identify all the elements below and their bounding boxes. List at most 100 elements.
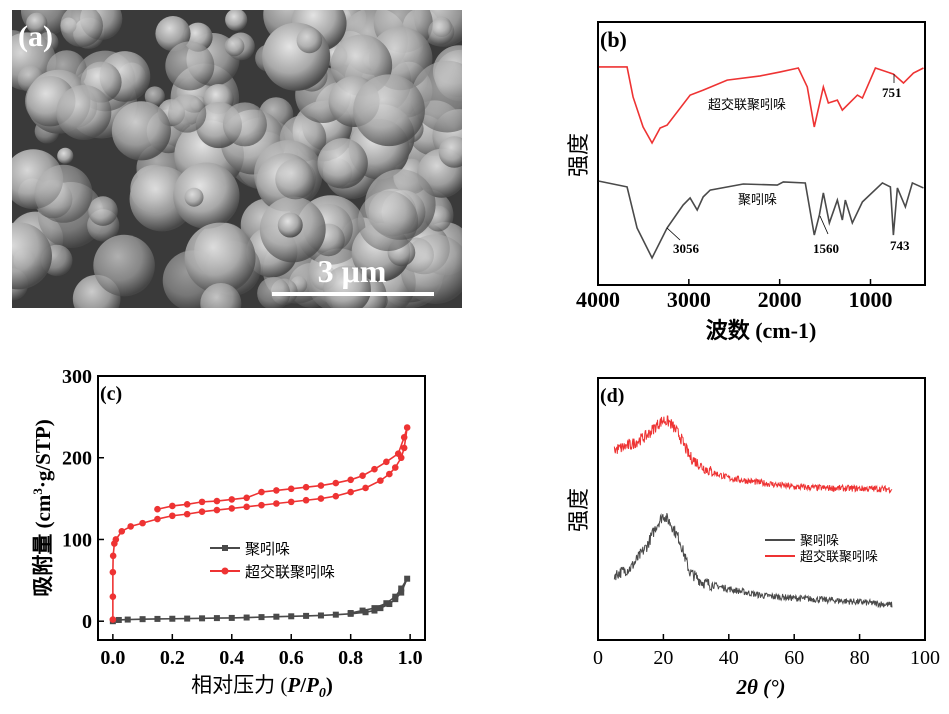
data-point-crosslinked: [258, 501, 265, 509]
data-point-crosslinked: [287, 498, 295, 506]
y-tick-label: 200: [62, 448, 92, 470]
sem-particle: [111, 101, 171, 161]
data-point-polyindole: [404, 575, 411, 582]
x-tick-label: 80: [850, 647, 870, 669]
data-point-polyindole: [347, 610, 354, 617]
data-point-crosslinked: [243, 494, 250, 502]
data-point-polyindole: [383, 600, 390, 607]
data-point-crosslinked: [273, 500, 280, 507]
legend-label-polyindole: 聚吲哚: [245, 541, 290, 558]
data-point-crosslinked: [139, 519, 146, 527]
panel-label-d: (d): [600, 385, 624, 407]
sem-particle: [56, 84, 112, 140]
data-point-polyindole: [398, 585, 405, 592]
data-point-crosslinked: [302, 483, 310, 491]
series-line-crosslinked: [112, 427, 408, 620]
x-tick-label: 0.2: [160, 647, 185, 669]
data-point-polyindole: [228, 614, 235, 621]
data-point-crosslinked: [112, 536, 120, 543]
sem-particle: [277, 212, 303, 238]
annotation-line-1560: [819, 215, 829, 235]
x-tick-label: 0.8: [338, 647, 363, 669]
x-tick-label: 3000: [667, 287, 711, 312]
data-point-crosslinked: [347, 476, 354, 484]
series-line-polyindole: [598, 180, 924, 260]
x-tick-label: 100: [910, 647, 940, 669]
data-point-polyindole: [377, 605, 384, 612]
x-tick-label: 40: [719, 647, 739, 669]
data-point-crosslinked: [403, 424, 411, 431]
data-point-crosslinked: [362, 484, 369, 492]
x-tick-label: 0.0: [100, 647, 125, 669]
legend-label-polyindole-d: 聚吲哚: [800, 533, 839, 548]
data-point-crosslinked: [332, 479, 340, 487]
sem-particle: [224, 36, 245, 57]
data-point-crosslinked: [332, 492, 340, 500]
data-point-polyindole: [139, 616, 146, 623]
sem-particle: [184, 187, 204, 207]
x-tick-label: 0.6: [279, 647, 304, 669]
sem-particle: [57, 147, 74, 164]
y-axis-label-c: 吸附量 (cm3·g/STP): [30, 419, 55, 596]
sem-particle: [173, 162, 240, 229]
data-point-polyindole: [332, 611, 339, 618]
data-point-crosslinked: [228, 505, 236, 512]
series-label-crosslinked: 超交联聚吲哚: [708, 97, 786, 112]
data-point-polyindole: [124, 616, 131, 623]
data-point-crosslinked: [213, 497, 221, 505]
series-line-polyindole: [613, 513, 893, 609]
data-point-crosslinked: [287, 485, 295, 493]
sem-particle: [400, 234, 462, 304]
data-point-crosslinked: [400, 444, 408, 452]
data-point-crosslinked: [169, 512, 176, 520]
legend-label-crosslinked-d: 超交联聚吲哚: [800, 549, 878, 564]
data-point-crosslinked: [258, 488, 265, 496]
annotation-3056: 3056: [673, 241, 700, 256]
series-line-crosslinked: [613, 415, 893, 495]
sem-particle: [12, 222, 52, 290]
legend-marker-polyindole: [222, 545, 228, 551]
sem-particle: [155, 16, 191, 52]
panel-label-a: (a): [18, 20, 53, 53]
data-point-polyindole: [213, 615, 220, 622]
sem-particle: [296, 27, 323, 54]
data-point-crosslinked: [213, 506, 221, 514]
data-point-crosslinked: [127, 523, 134, 530]
data-point-crosslinked: [109, 616, 117, 623]
sem-particle: [93, 234, 155, 297]
y-tick-label: 300: [62, 366, 92, 388]
sem-particle: [428, 18, 455, 45]
annotation-751: 751: [882, 85, 902, 100]
sem-particle: [34, 164, 93, 223]
isotherm-chart: (c) 0.0 0.2 0.4 0.6 0.8 1.0 0 100 200 300 聚吲哚 超交联…: [30, 366, 426, 701]
data-point-polyindole: [169, 615, 176, 622]
data-point-crosslinked: [118, 527, 126, 535]
x-tick-label: 2000: [758, 287, 802, 312]
x-tick-label: 1000: [849, 287, 893, 312]
data-point-crosslinked: [371, 465, 378, 473]
scale-bar-label: 3 μm: [318, 253, 387, 289]
data-point-crosslinked: [391, 464, 399, 471]
sem-particle: [184, 222, 256, 294]
sem-particle: [88, 196, 118, 226]
panel-label-c: (c): [100, 383, 122, 405]
data-point-crosslinked: [109, 593, 117, 600]
data-point-crosslinked: [243, 503, 250, 511]
sem-particle: [225, 10, 248, 31]
y-axis-label-b: 强度: [566, 133, 591, 177]
y-tick-label: 100: [62, 529, 92, 551]
data-point-polyindole: [154, 615, 161, 622]
data-point-crosslinked: [109, 568, 117, 576]
x-axis-label-c: 相对压力 (P/P0): [191, 673, 333, 701]
plot-frame-d: [597, 377, 926, 641]
sem-particle: [144, 86, 165, 107]
data-point-crosslinked: [386, 470, 393, 478]
data-point-crosslinked: [273, 487, 280, 494]
ftir-chart: (b) 4000 3000 2000 1000 超交联聚吲哚 聚吲哚 3056 156…: [566, 21, 926, 343]
sem-particle: [317, 138, 368, 189]
x-tick-label: 60: [784, 647, 804, 669]
sem-particle: [322, 265, 371, 308]
data-point-crosslinked: [383, 458, 390, 466]
data-point-polyindole: [371, 605, 378, 612]
data-point-polyindole: [184, 615, 191, 622]
